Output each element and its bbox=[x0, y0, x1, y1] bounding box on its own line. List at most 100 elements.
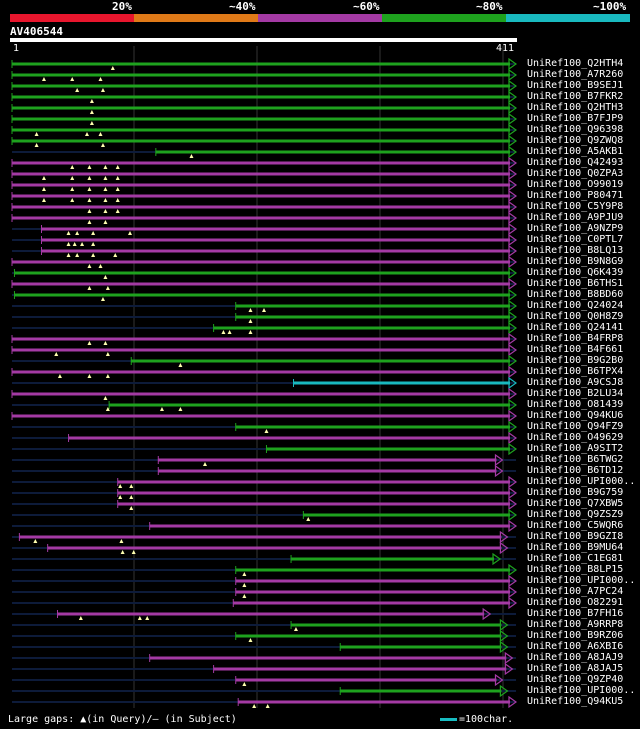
hit-row[interactable] bbox=[12, 585, 518, 599]
hit-row[interactable] bbox=[11, 101, 518, 115]
hit-name-link[interactable]: UniRef100_Q24024 bbox=[527, 300, 624, 311]
hit-name-link[interactable]: UniRef100_A9CSJ8 bbox=[527, 377, 624, 388]
hit-name-link[interactable]: UniRef100_C1EG81 bbox=[527, 553, 624, 564]
hit-name-link[interactable]: UniRef100_A5AKB1 bbox=[527, 146, 624, 157]
hit-row[interactable] bbox=[11, 79, 518, 93]
hit-name-link[interactable]: UniRef100_B7FKR2 bbox=[527, 91, 624, 102]
hit-row[interactable] bbox=[12, 596, 518, 610]
hit-row[interactable] bbox=[12, 552, 516, 566]
hit-row[interactable] bbox=[12, 266, 518, 280]
hit-name-link[interactable]: UniRef100_Q0H8Z9 bbox=[527, 311, 624, 322]
hit-name-link[interactable]: UniRef100_B9N8G9 bbox=[527, 256, 624, 267]
hit-row[interactable] bbox=[11, 387, 518, 401]
hit-name-link[interactable]: UniRef100_A9NZP9 bbox=[527, 223, 624, 234]
hit-name-link[interactable]: UniRef100_Q94KU5 bbox=[527, 696, 624, 707]
hit-row[interactable] bbox=[11, 167, 518, 181]
hit-name-link[interactable]: UniRef100_A6XBI6 bbox=[527, 641, 624, 652]
hit-name-link[interactable]: UniRef100_A8JAJ5 bbox=[527, 663, 624, 674]
hit-name-link[interactable]: UniRef100_O49629 bbox=[527, 432, 624, 443]
hit-name-link[interactable]: UniRef100_Q94FZ9 bbox=[527, 421, 624, 432]
hit-row[interactable] bbox=[12, 321, 518, 335]
hit-row[interactable] bbox=[12, 486, 518, 500]
hit-row[interactable] bbox=[12, 453, 516, 467]
hit-row[interactable] bbox=[11, 189, 518, 203]
hit-name-link[interactable]: UniRef100_B8LP15 bbox=[527, 564, 624, 575]
hit-name-link[interactable]: UniRef100_B9RZ06 bbox=[527, 630, 624, 641]
hit-row[interactable] bbox=[12, 651, 516, 665]
hit-row[interactable] bbox=[12, 629, 516, 643]
hit-name-link[interactable]: UniRef100_Q7XBW5 bbox=[527, 498, 624, 509]
hit-row[interactable] bbox=[11, 343, 518, 357]
hit-name-link[interactable]: UniRef100_B8LQ13 bbox=[527, 245, 624, 256]
hit-row[interactable] bbox=[12, 519, 518, 533]
hit-name-link[interactable]: UniRef100_Q2HTH4 bbox=[527, 58, 624, 69]
hit-row[interactable] bbox=[12, 695, 518, 709]
hit-name-link[interactable]: UniRef100_C0PTL7 bbox=[527, 234, 624, 245]
hit-row[interactable] bbox=[12, 464, 516, 478]
hit-name-link[interactable]: UniRef100_A7R260 bbox=[527, 69, 624, 80]
hit-name-link[interactable]: UniRef100_Q0ZPA3 bbox=[527, 168, 624, 179]
hit-row[interactable] bbox=[12, 607, 516, 621]
hit-name-link[interactable]: UniRef100_P80471 bbox=[527, 190, 624, 201]
hit-name-link[interactable]: UniRef100_C5Y9P8 bbox=[527, 201, 624, 212]
hit-row[interactable] bbox=[12, 431, 518, 445]
hit-row[interactable] bbox=[12, 508, 518, 522]
hit-name-link[interactable]: UniRef100_O82291 bbox=[527, 597, 624, 608]
hit-row[interactable] bbox=[12, 442, 518, 456]
hit-name-link[interactable]: UniRef100_B6TPX4 bbox=[527, 366, 624, 377]
hit-row[interactable] bbox=[12, 354, 518, 368]
hit-name-link[interactable]: UniRef100_Q96398 bbox=[527, 124, 624, 135]
hit-row[interactable] bbox=[12, 299, 518, 313]
hit-row[interactable] bbox=[11, 211, 518, 225]
hit-row[interactable] bbox=[11, 200, 518, 214]
hit-name-link[interactable]: UniRef100_Q2HTH3 bbox=[527, 102, 624, 113]
hit-name-link[interactable]: UniRef100_UPI000.. bbox=[527, 575, 636, 586]
hit-name-link[interactable]: UniRef100_O99019 bbox=[527, 179, 624, 190]
hit-row[interactable] bbox=[12, 662, 516, 676]
hit-row[interactable] bbox=[12, 563, 518, 577]
hit-row[interactable] bbox=[12, 420, 518, 434]
hit-name-link[interactable]: UniRef100_Q42493 bbox=[527, 157, 624, 168]
hit-row[interactable] bbox=[12, 310, 518, 324]
hit-row[interactable] bbox=[11, 409, 518, 423]
hit-name-link[interactable]: UniRef100_B9G2B0 bbox=[527, 355, 624, 366]
hit-row[interactable] bbox=[12, 574, 518, 588]
hit-row[interactable] bbox=[11, 332, 518, 346]
hit-row[interactable] bbox=[12, 530, 516, 544]
hit-row[interactable] bbox=[12, 541, 516, 555]
hit-name-link[interactable]: UniRef100_B6TWG2 bbox=[527, 454, 624, 465]
hit-row[interactable] bbox=[12, 497, 518, 511]
hit-name-link[interactable]: UniRef100_B9G759 bbox=[527, 487, 624, 498]
hit-name-link[interactable]: UniRef100_Q6K439 bbox=[527, 267, 624, 278]
hit-name-link[interactable]: UniRef100_B6THS1 bbox=[527, 278, 624, 289]
hit-row[interactable] bbox=[11, 90, 518, 104]
hit-row[interactable] bbox=[12, 244, 518, 258]
hit-row[interactable] bbox=[12, 222, 518, 236]
hit-name-link[interactable]: UniRef100_B2LU34 bbox=[527, 388, 624, 399]
hit-row[interactable] bbox=[12, 398, 518, 412]
hit-name-link[interactable]: UniRef100_O81439 bbox=[527, 399, 624, 410]
hit-name-link[interactable]: UniRef100_Q9ZSZ9 bbox=[527, 509, 624, 520]
hit-name-link[interactable]: UniRef100_B7FH16 bbox=[527, 608, 624, 619]
hit-row[interactable] bbox=[11, 123, 518, 137]
hit-row[interactable] bbox=[12, 475, 518, 489]
hit-name-link[interactable]: UniRef100_UPI000.. bbox=[527, 685, 636, 696]
hit-name-link[interactable]: UniRef100_B8BD60 bbox=[527, 289, 624, 300]
hit-name-link[interactable]: UniRef100_B4F661 bbox=[527, 344, 624, 355]
hit-name-link[interactable]: UniRef100_B4FRP8 bbox=[527, 333, 624, 344]
hit-row[interactable] bbox=[12, 145, 518, 159]
hit-row[interactable] bbox=[12, 376, 518, 390]
hit-name-link[interactable]: UniRef100_A8JAJ9 bbox=[527, 652, 624, 663]
hit-name-link[interactable]: UniRef100_B6TD12 bbox=[527, 465, 624, 476]
hit-row[interactable] bbox=[11, 255, 518, 269]
hit-name-link[interactable]: UniRef100_B7FJP9 bbox=[527, 113, 624, 124]
hit-name-link[interactable]: UniRef100_Q94KU6 bbox=[527, 410, 624, 421]
hit-row[interactable] bbox=[12, 288, 518, 302]
hit-row[interactable] bbox=[11, 178, 518, 192]
hit-row[interactable] bbox=[12, 640, 516, 654]
hit-row[interactable] bbox=[12, 673, 516, 687]
hit-name-link[interactable]: UniRef100_Q9ZP40 bbox=[527, 674, 624, 685]
hit-name-link[interactable]: UniRef100_C5WQR6 bbox=[527, 520, 624, 531]
hit-name-link[interactable]: UniRef100_A9RRP8 bbox=[527, 619, 624, 630]
hit-name-link[interactable]: UniRef100_UPI000.. bbox=[527, 476, 636, 487]
